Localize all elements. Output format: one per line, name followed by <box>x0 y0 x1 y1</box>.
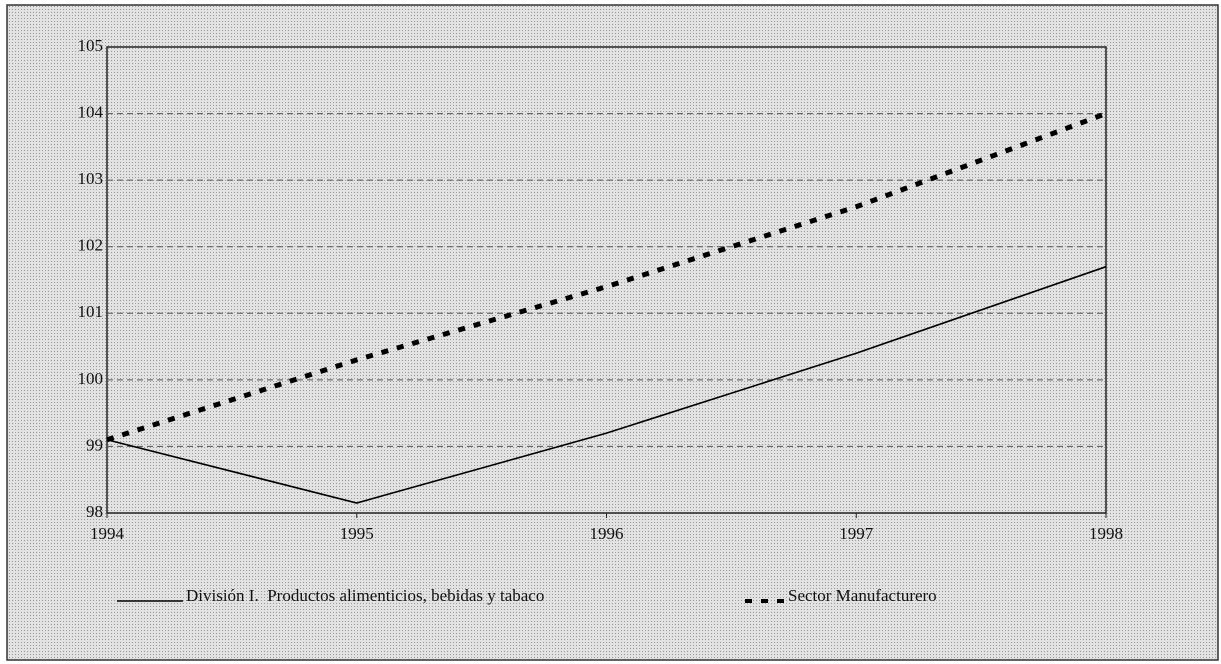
x-tick-label: 1997 <box>839 524 874 543</box>
y-tick-label: 98 <box>86 502 103 521</box>
y-tick-label: 104 <box>78 102 104 121</box>
y-tick-label: 101 <box>78 302 104 321</box>
y-tick-label: 105 <box>78 36 104 55</box>
x-tick-label: 1994 <box>90 524 125 543</box>
legend-label: División I. Productos alimenticios, bebi… <box>186 586 544 605</box>
figure-frame <box>6 4 1219 661</box>
series-line <box>106 265 1107 504</box>
y-tick-label: 103 <box>78 169 104 188</box>
y-tick-label: 102 <box>78 236 104 255</box>
legend-label: Sector Manufacturero <box>788 586 937 605</box>
x-tick-label: 1996 <box>590 524 624 543</box>
y-tick-label: 99 <box>86 435 103 454</box>
x-tick-label: 1998 <box>1089 524 1123 543</box>
x-tick-label: 1995 <box>340 524 374 543</box>
y-tick-label: 100 <box>78 369 104 388</box>
